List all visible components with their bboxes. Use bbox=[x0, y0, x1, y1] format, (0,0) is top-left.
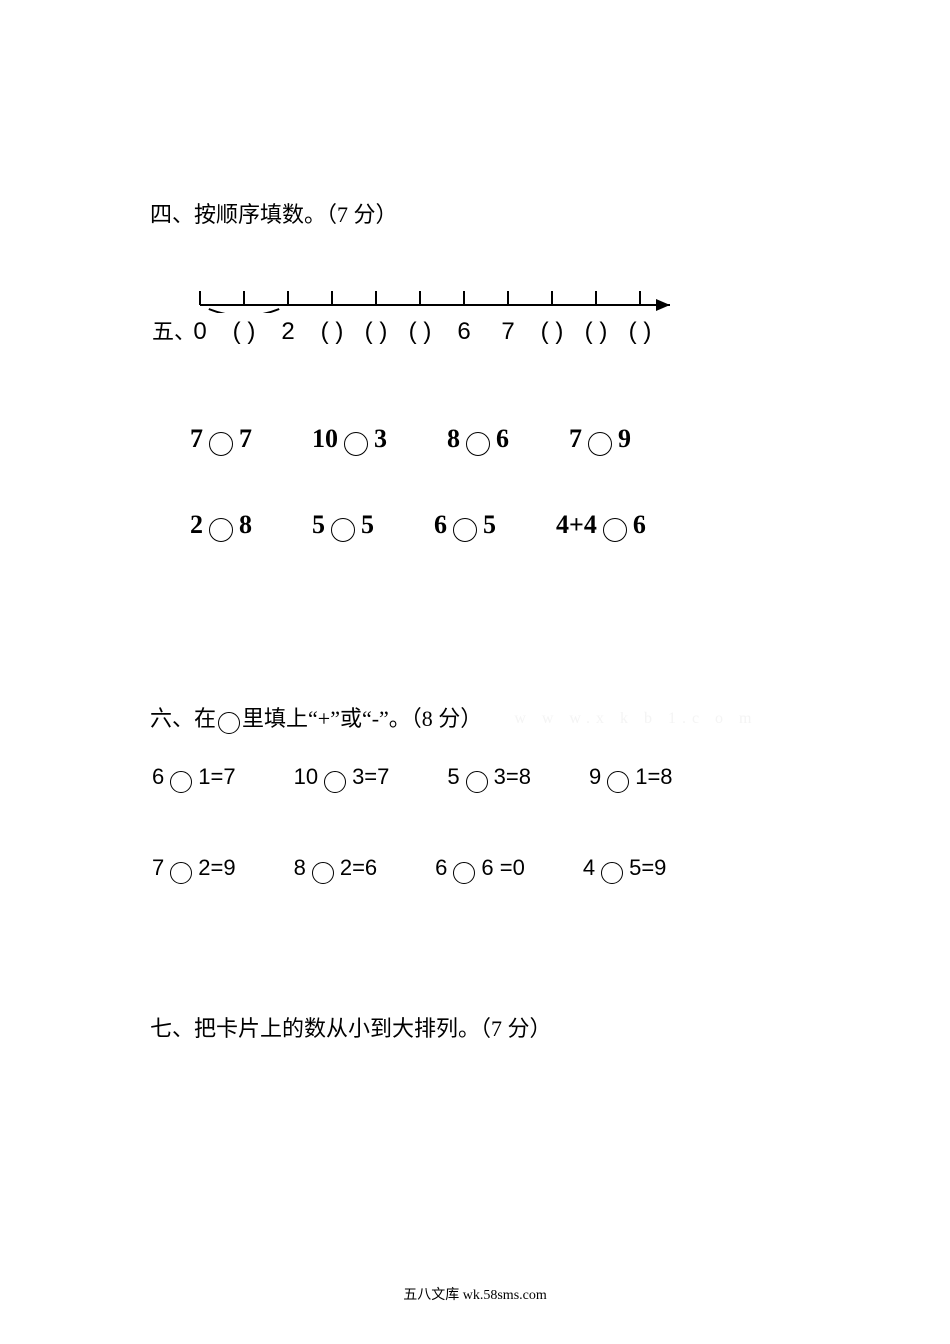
compare-left: 8 bbox=[447, 421, 460, 457]
operator-circle-icon bbox=[453, 862, 475, 884]
op-left: 8 bbox=[294, 853, 306, 884]
compare-item: 79 bbox=[569, 421, 631, 457]
operator-circle-icon bbox=[601, 862, 623, 884]
op-right: 2=9 bbox=[198, 853, 235, 884]
operator-circle-icon bbox=[324, 771, 346, 793]
compare-circle-icon bbox=[588, 432, 612, 456]
compare-item: 4+4 6 bbox=[556, 507, 646, 543]
operator-item: 10 3=7 bbox=[294, 762, 390, 793]
compare-row-1: 771038679 bbox=[190, 421, 860, 457]
compare-right: 9 bbox=[618, 421, 631, 457]
numberline-label: ( ) bbox=[574, 315, 618, 349]
op-right: 6 =0 bbox=[481, 853, 524, 884]
compare-left: 7 bbox=[190, 421, 203, 457]
numberline-label: 7 bbox=[486, 315, 530, 349]
section4-heading: 四、按顺序填数。（7 分） bbox=[150, 200, 860, 231]
operator-circle-icon bbox=[607, 771, 629, 793]
op-right: 5=9 bbox=[629, 853, 666, 884]
numberline-label: 6 bbox=[442, 315, 486, 349]
op-left: 10 bbox=[294, 762, 318, 793]
compare-item: 10 3 bbox=[312, 421, 387, 457]
op-right: 3=8 bbox=[494, 762, 531, 793]
compare-left: 2 bbox=[190, 507, 203, 543]
compare-item: 65 bbox=[434, 507, 496, 543]
numberline-label: ( ) bbox=[310, 315, 354, 349]
operator-row-1: 6 1=7 10 3=7 5 3=8 9 1=8 bbox=[152, 762, 860, 793]
operator-item: 6 6 =0 bbox=[435, 853, 525, 884]
numberline-svg bbox=[190, 281, 710, 313]
heading-circle-icon bbox=[218, 712, 240, 734]
compare-circle-icon bbox=[344, 432, 368, 456]
numberline-label: ( ) bbox=[530, 315, 574, 349]
op-left: 7 bbox=[152, 853, 164, 884]
compare-item: 77 bbox=[190, 421, 252, 457]
compare-right: 6 bbox=[633, 507, 646, 543]
compare-right: 3 bbox=[374, 421, 387, 457]
compare-right: 7 bbox=[239, 421, 252, 457]
section-5: 771038679 2855654+46 bbox=[150, 421, 860, 544]
compare-left: 5 bbox=[312, 507, 325, 543]
operator-item: 7 2=9 bbox=[152, 853, 236, 884]
section-6: 六、在 里填上“+”或“-”。（8 分） w w w.x k b 1.c o m… bbox=[150, 704, 860, 884]
op-left: 6 bbox=[435, 853, 447, 884]
compare-left: 7 bbox=[569, 421, 582, 457]
section7-heading: 七、把卡片上的数从小到大排列。（7 分） bbox=[150, 1014, 860, 1045]
compare-item: 55 bbox=[312, 507, 374, 543]
operator-row-2: 7 2=9 8 2=6 6 6 =0 4 5=9 bbox=[152, 853, 860, 884]
operator-item: 5 3=8 bbox=[447, 762, 531, 793]
compare-circle-icon bbox=[453, 518, 477, 542]
numberline-label: 0 bbox=[178, 315, 222, 349]
compare-circle-icon bbox=[603, 518, 627, 542]
op-left: 6 bbox=[152, 762, 164, 793]
compare-row-2: 2855654+46 bbox=[190, 507, 860, 543]
section6-heading: 六、在 里填上“+”或“-”。（8 分） w w w.x k b 1.c o m bbox=[150, 704, 860, 735]
operator-circle-icon bbox=[466, 771, 488, 793]
op-right: 2=6 bbox=[340, 853, 377, 884]
numberline-label: ( ) bbox=[222, 315, 266, 349]
operator-item: 4 5=9 bbox=[583, 853, 667, 884]
operator-item: 9 1=8 bbox=[589, 762, 673, 793]
compare-left: 10 bbox=[312, 421, 338, 457]
numberline-label: ( ) bbox=[354, 315, 398, 349]
op-left: 5 bbox=[447, 762, 459, 793]
compare-right: 8 bbox=[239, 507, 252, 543]
operator-circle-icon bbox=[170, 771, 192, 793]
operator-item: 8 2=6 bbox=[294, 853, 378, 884]
worksheet-content: 四、按顺序填数。（7 分） 五、 0( )2( )( )( )67( )( )(… bbox=[150, 200, 860, 1095]
operator-circle-icon bbox=[170, 862, 192, 884]
compare-left: 4+4 bbox=[556, 507, 597, 543]
section-4: 四、按顺序填数。（7 分） 五、 0( )2( )( )( )67( )( )(… bbox=[150, 200, 860, 361]
numberline-label: 2 bbox=[266, 315, 310, 349]
compare-right: 6 bbox=[496, 421, 509, 457]
compare-circle-icon bbox=[331, 518, 355, 542]
numberline-labels: 0( )2( )( )( )67( )( )( ) bbox=[178, 315, 662, 349]
compare-right: 5 bbox=[361, 507, 374, 543]
op-left: 9 bbox=[589, 762, 601, 793]
compare-item: 28 bbox=[190, 507, 252, 543]
numberline-label: ( ) bbox=[398, 315, 442, 349]
op-right: 1=7 bbox=[198, 762, 235, 793]
compare-right: 5 bbox=[483, 507, 496, 543]
s6-heading-prefix: 六、在 bbox=[150, 704, 216, 735]
numberline-wrap: 五、 0( )2( )( )( )67( )( )( ) bbox=[160, 281, 860, 361]
op-right: 1=8 bbox=[635, 762, 672, 793]
compare-circle-icon bbox=[209, 432, 233, 456]
operator-item: 6 1=7 bbox=[152, 762, 236, 793]
op-left: 4 bbox=[583, 853, 595, 884]
s6-heading-suffix: 里填上“+”或“-”。（8 分） bbox=[242, 704, 482, 735]
section-7: 七、把卡片上的数从小到大排列。（7 分） bbox=[150, 1014, 860, 1045]
compare-item: 86 bbox=[447, 421, 509, 457]
numberline-label: ( ) bbox=[618, 315, 662, 349]
compare-left: 6 bbox=[434, 507, 447, 543]
page-footer: 五八文库 wk.58sms.com bbox=[0, 1284, 950, 1304]
compare-circle-icon bbox=[209, 518, 233, 542]
compare-circle-icon bbox=[466, 432, 490, 456]
op-right: 3=7 bbox=[352, 762, 389, 793]
operator-circle-icon bbox=[312, 862, 334, 884]
watermark-text: w w w.x k b 1.c o m bbox=[514, 708, 757, 730]
